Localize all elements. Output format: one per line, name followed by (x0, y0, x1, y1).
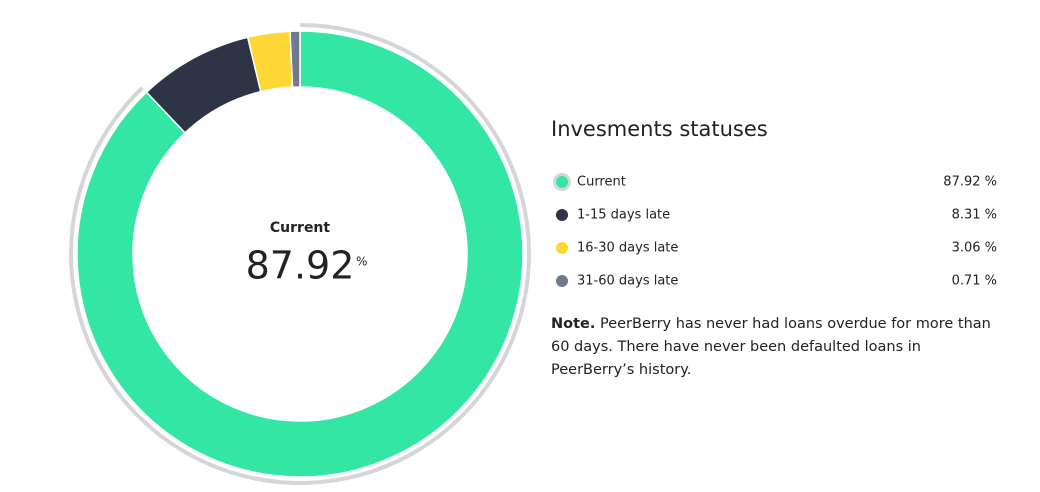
note-text: PeerBerry has never had loans overdue fo… (551, 316, 991, 378)
legend-dot (556, 242, 568, 254)
note: Note. PeerBerry has never had loans over… (551, 313, 991, 382)
legend-value: 87.92 % (943, 175, 997, 190)
chart-title: Invesments statuses (551, 117, 768, 141)
donut-segment (289, 30, 301, 88)
donut-segment (76, 30, 524, 478)
legend-dot (556, 176, 568, 188)
legend-dot (556, 275, 568, 287)
legend-value: 0.71 % (952, 274, 997, 289)
center-label: Current (270, 220, 331, 236)
legend-label: 1-15 days late (577, 208, 670, 223)
note-label: Note. (551, 316, 596, 332)
legend-value: 3.06 % (952, 241, 997, 256)
legend-dot (556, 209, 568, 221)
legend-value: 8.31 % (952, 208, 997, 223)
legend-label: 16-30 days late (577, 241, 678, 256)
legend-label: Current (577, 175, 626, 190)
legend-label: 31-60 days late (577, 274, 678, 289)
center-unit: % (356, 255, 367, 269)
center-value: 87.92 (246, 244, 355, 288)
